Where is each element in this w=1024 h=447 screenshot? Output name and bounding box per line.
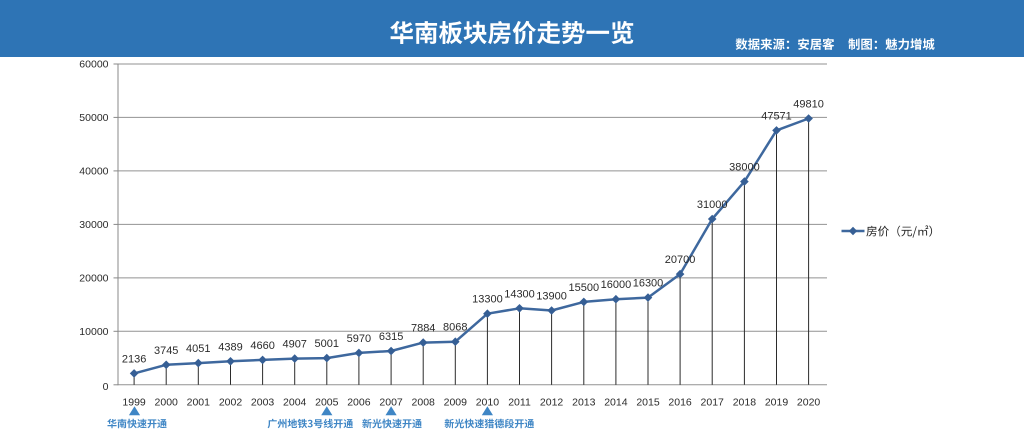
svg-text:14300: 14300 (504, 288, 535, 300)
svg-text:31000: 31000 (697, 199, 728, 211)
svg-text:10000: 10000 (79, 326, 108, 338)
svg-text:7884: 7884 (411, 323, 435, 335)
svg-text:20000: 20000 (79, 273, 108, 285)
svg-text:2014: 2014 (604, 397, 628, 409)
svg-text:4389: 4389 (218, 341, 242, 353)
svg-text:2011: 2011 (508, 397, 531, 409)
svg-text:2010: 2010 (476, 397, 500, 409)
svg-text:4051: 4051 (186, 343, 210, 355)
svg-text:6315: 6315 (379, 331, 403, 343)
svg-text:13900: 13900 (536, 291, 567, 303)
svg-text:2000: 2000 (155, 397, 179, 409)
svg-text:1999: 1999 (122, 397, 146, 409)
svg-text:2136: 2136 (122, 353, 146, 365)
svg-text:2003: 2003 (251, 397, 275, 409)
svg-text:16000: 16000 (601, 279, 632, 291)
svg-text:2006: 2006 (347, 397, 371, 409)
svg-text:15500: 15500 (569, 282, 600, 294)
svg-text:5001: 5001 (315, 338, 339, 350)
svg-text:2007: 2007 (379, 397, 403, 409)
svg-text:0: 0 (103, 381, 109, 393)
svg-text:2015: 2015 (636, 397, 660, 409)
svg-text:13300: 13300 (472, 294, 503, 306)
svg-text:47571: 47571 (761, 110, 792, 122)
svg-text:2005: 2005 (315, 397, 339, 409)
svg-text:2020: 2020 (797, 397, 821, 409)
svg-text:2004: 2004 (283, 397, 307, 409)
svg-text:2017: 2017 (701, 397, 725, 409)
svg-text:5970: 5970 (347, 333, 371, 345)
svg-text:8068: 8068 (443, 322, 467, 334)
svg-text:2019: 2019 (765, 397, 789, 409)
svg-text:2018: 2018 (733, 397, 757, 409)
svg-text:2009: 2009 (444, 397, 468, 409)
svg-text:30000: 30000 (79, 219, 108, 231)
svg-text:16300: 16300 (633, 278, 664, 290)
svg-text:49810: 49810 (793, 99, 824, 111)
svg-text:2016: 2016 (668, 397, 692, 409)
svg-text:40000: 40000 (79, 166, 108, 178)
svg-text:60000: 60000 (79, 59, 108, 71)
svg-text:2001: 2001 (187, 397, 211, 409)
svg-text:2002: 2002 (219, 397, 243, 409)
svg-text:2013: 2013 (572, 397, 596, 409)
svg-text:20700: 20700 (665, 254, 696, 266)
svg-text:3745: 3745 (154, 345, 178, 357)
svg-text:4907: 4907 (282, 339, 306, 351)
svg-text:4660: 4660 (250, 340, 274, 352)
svg-text:50000: 50000 (79, 112, 108, 124)
svg-text:2012: 2012 (540, 397, 564, 409)
svg-text:2008: 2008 (412, 397, 436, 409)
svg-text:38000: 38000 (729, 162, 760, 174)
